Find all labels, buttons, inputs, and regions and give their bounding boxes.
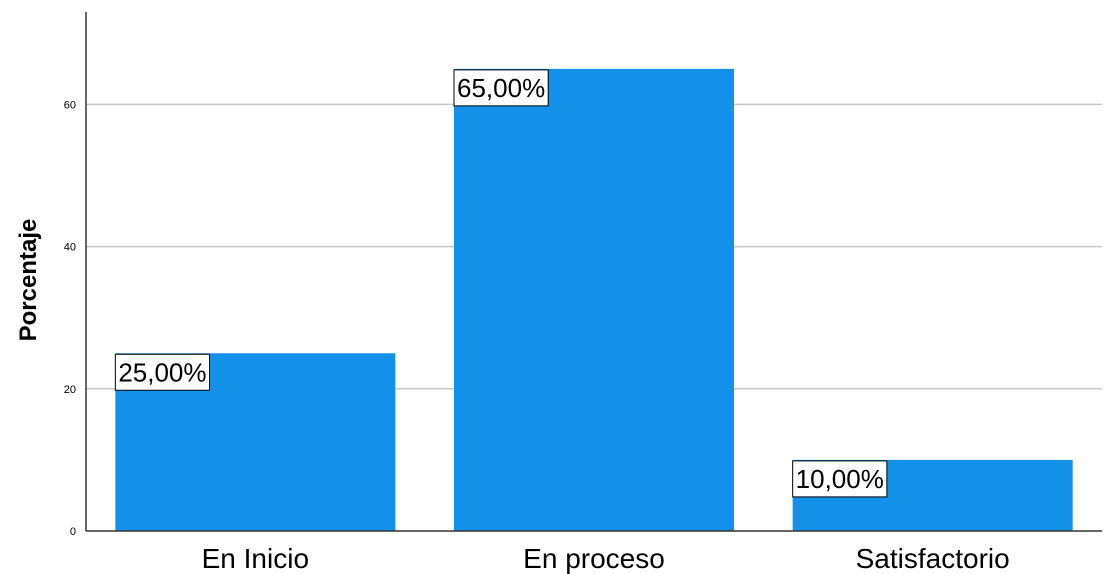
- y-tick-labels: 0 20 40 60: [64, 99, 76, 538]
- y-tick-label: 0: [70, 526, 76, 538]
- bars: [115, 68, 1073, 531]
- y-tick-label: 40: [64, 242, 76, 254]
- data-label: 10,00%: [792, 460, 888, 498]
- data-label-text: 25,00%: [118, 357, 206, 387]
- category-label: En proceso: [523, 543, 665, 574]
- data-label: 65,00%: [453, 69, 549, 107]
- data-label-box: [453, 69, 549, 107]
- category-label: En Inicio: [202, 543, 309, 574]
- y-axis-title: Porcentaje: [15, 219, 42, 342]
- y-tick-label: 20: [64, 384, 76, 396]
- data-label-text: 65,00%: [457, 73, 545, 103]
- category-labels: En Inicio En proceso Satisfactorio: [202, 543, 1010, 574]
- data-label-box: [114, 353, 211, 391]
- axes: [85, 12, 1102, 532]
- data-label: 25,00%: [114, 353, 211, 391]
- y-tick-label: 60: [64, 99, 76, 111]
- data-labels: 25,00% 65,00% 10,00%: [114, 69, 888, 498]
- data-label-text: 10,00%: [796, 464, 884, 494]
- category-label: Satisfactorio: [856, 543, 1010, 574]
- data-label-box: [792, 460, 888, 498]
- bar: [454, 68, 734, 531]
